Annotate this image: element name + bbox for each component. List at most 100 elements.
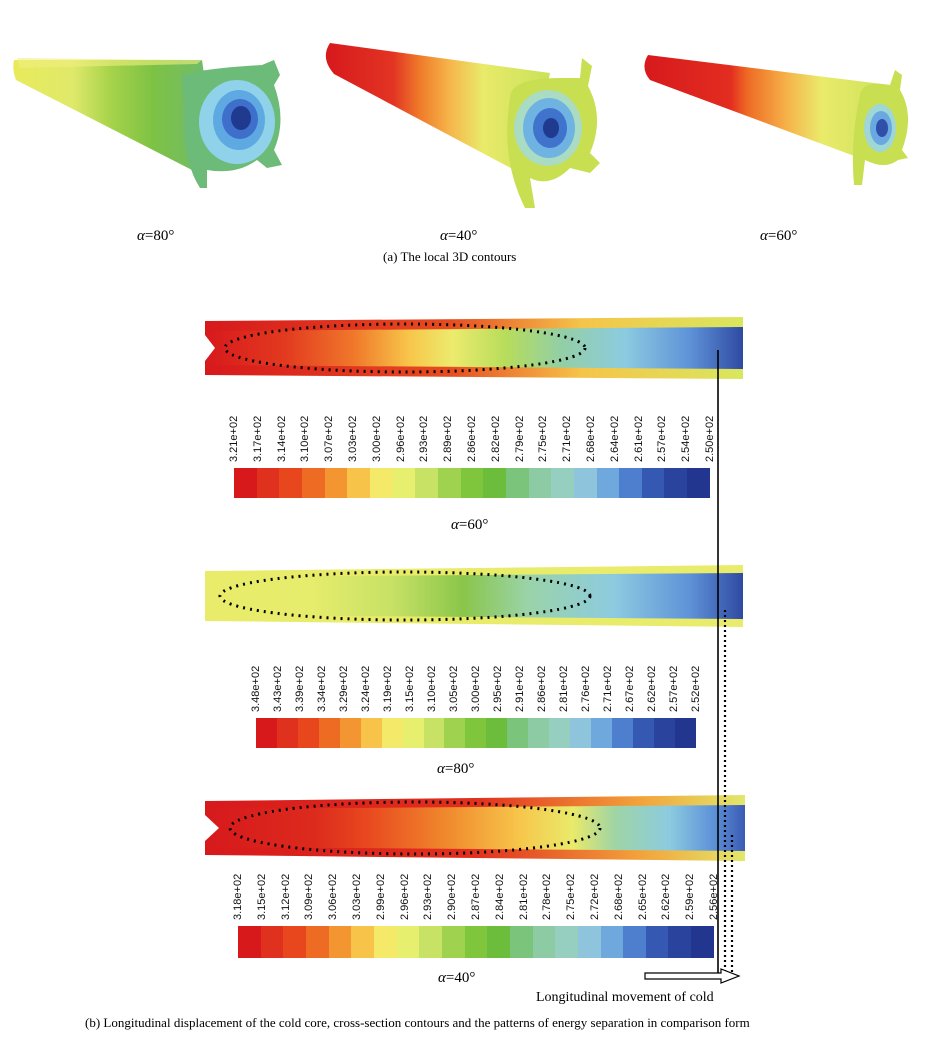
cross-section-label-60: α=60° [451,517,489,533]
colorbar-cell [444,718,466,748]
colorbar-cell [373,926,397,958]
colorbar-tick-label: 2.87e+02 [470,873,482,920]
caption-b: (b) Longitudinal displacement of the col… [85,1015,750,1030]
colorbar-tick-label: 2.96e+02 [394,415,407,462]
colorbar-tick-label: 2.72e+02 [589,873,601,920]
colorbar-cell [555,926,578,958]
cross-section-label-80: α=80° [437,761,475,777]
colorbar-tick-label: 2.99e+02 [374,873,387,920]
colorbar-cell [632,718,654,748]
colorbar-tick-label: 3.24e+02 [360,665,372,712]
colorbar-tick-label: 2.89e+02 [442,415,455,462]
colorbar-cell [528,718,550,748]
colorbar-tick-label: 2.75e+02 [565,873,578,920]
colorbar-cell [297,718,319,748]
colorbar-cell [460,468,484,498]
colorbar-cell [301,468,325,498]
colorbar-cell [619,468,642,498]
colorbar-tick-label: 3.10e+02 [299,415,312,462]
colorbar-cell [483,468,506,498]
colorbar-tick-label: 3.29e+02 [338,665,350,712]
cross-section-alpha-40 [205,793,745,863]
colorbar-tick-label: 3.21e+02 [228,415,240,462]
colorbar-tick-label: 2.86e+02 [536,665,548,712]
colorbar-cell [360,718,382,748]
colorbar-cell [600,926,624,958]
colorbar-tick-label: 2.84e+02 [493,873,506,920]
colorbar-tick-label: 2.81e+02 [558,665,570,712]
colorbar-cell [507,718,529,748]
colorbar-tick-label: 3.34e+02 [316,665,328,712]
colorbar-tick-label: 3.00e+02 [470,665,482,712]
colorbar-tick-label: 3.00e+02 [370,415,383,462]
colorbar-tick-label: 2.90e+02 [446,873,459,920]
colorbar-cell [687,468,710,498]
colorbar-cell [328,926,352,958]
colorbar-tick-label: 3.19e+02 [382,665,394,712]
colorbar-cell [415,468,438,498]
colorbar-cell [283,926,306,958]
colorbar-cell [691,926,714,958]
colorbar-cell [419,926,442,958]
colorbar-tick-label: 2.78e+02 [541,873,554,920]
colorbar-cell [596,468,620,498]
colorbar-cell [347,468,370,498]
colorbar-tick-label: 3.03e+02 [347,415,359,462]
colorbar-cell [664,468,688,498]
colorbar-tick-label: 3.06e+02 [327,873,340,920]
colorbar-cell [641,468,665,498]
colorbar-cell [351,926,374,958]
colorbar-cell [509,926,533,958]
colorbar-cell [381,718,403,748]
colorbar-tick-label: 2.68e+02 [585,415,597,462]
arrow-label: Longitudinal movement of cold [536,990,714,1005]
colorbar-alpha-60 [234,468,710,498]
colorbar-cell [238,926,261,958]
colorbar-tick-label: 2.96e+02 [398,873,411,920]
longitudinal-arrow-icon [644,968,741,984]
colorbar-cell [279,468,302,498]
colorbar-cell [577,926,601,958]
colorbar-tick-label: 3.05e+02 [448,665,460,712]
colorbar-tick-label: 3.48e+02 [250,665,262,712]
colorbar-tick-label: 2.93e+02 [418,415,431,462]
colorbar-tick-label: 3.09e+02 [303,873,316,920]
colorbar-tick-label: 3.18e+02 [232,873,244,920]
colorbar-tick-label: 2.75e+02 [537,415,550,462]
colorbar-tick-label: 2.76e+02 [580,665,592,712]
cross-section-label-40: α=40° [438,970,476,986]
colorbar-cell [305,926,329,958]
alpha-label-40: α=40° [440,228,478,244]
alpha-label-60: α=60° [760,228,798,244]
contour-3d-alpha-40 [320,38,610,213]
colorbar-cell [645,926,669,958]
contour-3d-alpha-60 [640,40,930,190]
colorbar-alpha-40 [238,926,714,958]
colorbar-cell [256,468,280,498]
caption-a: (a) The local 3D contours [383,249,517,264]
colorbar-tick-label: 2.64e+02 [608,415,621,462]
colorbar-cell [674,718,696,748]
colorbar-cell [668,926,692,958]
colorbar-cell [591,718,612,748]
cross-section-alpha-60 [205,315,743,381]
colorbar-cell [396,926,420,958]
colorbar-tick-label: 3.10e+02 [426,665,438,712]
colorbar-cell [573,468,597,498]
colorbar-tick-label: 3.43e+02 [272,665,284,712]
colorbar-cell [256,718,277,748]
colorbar-cell [392,468,416,498]
colorbar-tick-label: 3.12e+02 [279,873,292,920]
colorbar-cell [653,718,675,748]
colorbar-cell [423,718,445,748]
colorbar-tick-label: 3.15e+02 [404,665,416,712]
colorbar-tick-label: 2.67e+02 [624,665,636,712]
colorbar-tick-label: 2.82e+02 [489,415,502,462]
colorbar-cell [437,468,461,498]
colorbar-tick-label: 3.14e+02 [275,415,288,462]
colorbar-cell [260,926,284,958]
colorbar-tick-label: 2.71e+02 [561,415,574,462]
cross-section-alpha-80 [205,563,743,629]
colorbar-cell [339,718,361,748]
colorbar-cell [549,718,571,748]
